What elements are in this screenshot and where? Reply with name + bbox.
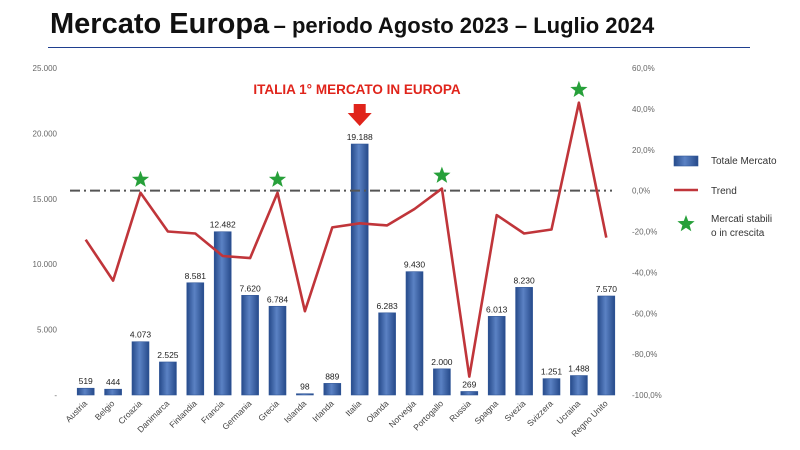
bar	[487, 316, 506, 396]
slide-title-period: – periodo Agosto 2023 – Luglio 2024	[273, 13, 655, 38]
bar-value-label: 889	[325, 371, 339, 381]
legend: Totale Mercato Trend Mercati stabili o in c…	[673, 155, 777, 239]
bar	[268, 305, 287, 396]
right-tick-label: -20,0%	[632, 228, 657, 237]
category-label: Austria	[63, 398, 89, 424]
bar	[186, 282, 205, 396]
category-label: Svizzera	[525, 398, 555, 428]
right-tick-label: 20,0%	[632, 146, 655, 155]
slide-title-main: Mercato Europa	[50, 8, 270, 40]
bar	[241, 295, 259, 396]
category-label: Germania	[220, 398, 254, 432]
right-tick-label: 0,0%	[632, 187, 650, 196]
category-label: Finlandia	[167, 398, 199, 430]
star-icon	[433, 166, 451, 183]
right-tick-label: -40,0%	[632, 268, 657, 277]
bar-value-label: 269	[462, 379, 476, 389]
left-axis: - 5.000 10.000 15.000 20.000 25.000	[33, 64, 58, 400]
bar	[76, 387, 95, 396]
category-label: Russia	[447, 398, 473, 424]
star-icon	[268, 170, 287, 187]
bar-value-label: 1.488	[568, 364, 590, 374]
bar	[159, 361, 177, 396]
category-label: Spagna	[472, 398, 500, 426]
bar-value-label: 4.073	[130, 330, 152, 340]
category-label: Portogallo	[411, 398, 445, 432]
left-tick-label: 10.000	[33, 260, 58, 269]
category-label: Irlanda	[310, 398, 336, 424]
bar-value-label: 6.784	[267, 294, 289, 304]
legend-label-trend: Trend	[711, 186, 737, 197]
left-tick-label: 5.000	[37, 326, 58, 335]
star-icon	[570, 80, 588, 97]
category-label: Italia	[343, 398, 363, 418]
bar-value-label: 8.581	[185, 271, 207, 281]
bar	[104, 388, 122, 396]
left-tick-label: 15.000	[33, 195, 58, 204]
bar-value-label: 7.570	[596, 284, 618, 294]
right-tick-label: -80,0%	[632, 350, 657, 359]
star-markers	[131, 80, 588, 187]
right-tick-label: 40,0%	[632, 105, 655, 114]
bar-value-label: 98	[300, 382, 310, 392]
bar	[213, 231, 232, 396]
right-tick-label: -100,0%	[632, 391, 662, 400]
bar-value-label: 19.188	[347, 132, 373, 142]
bar	[597, 295, 616, 396]
legend-label-stable-line2: o in crescita	[711, 228, 765, 239]
right-tick-label: 60,0%	[632, 64, 655, 73]
category-label: Svezia	[502, 398, 527, 423]
bar	[570, 375, 588, 396]
bar	[405, 271, 424, 396]
left-tick-label: 20.000	[33, 129, 58, 138]
annotation: ITALIA 1° MERCATO IN EUROPA	[253, 82, 461, 126]
bar-value-label: 519	[79, 376, 93, 386]
title-underline	[48, 47, 750, 48]
bar-value-label: 9.430	[404, 260, 426, 270]
bar-value-label: 8.230	[513, 275, 535, 285]
annotation-text: ITALIA 1° MERCATO IN EUROPA	[253, 82, 460, 97]
bar	[378, 312, 396, 396]
category-label: Grecia	[256, 398, 281, 423]
bar	[515, 287, 533, 396]
right-axis: -100,0% -80,0% -60,0% -40,0% -20,0% 0,0% 20,0%…	[632, 64, 662, 400]
bar	[460, 391, 479, 396]
right-tick-label: -60,0%	[632, 309, 657, 318]
legend-label-stable: Mercati stabili	[711, 214, 772, 225]
bar-value-label: 6.283	[376, 301, 398, 311]
bar-series	[76, 143, 616, 396]
star-icon	[131, 170, 150, 187]
bar-value-labels: 519 444 4.073 2.525 8.581 12.482 7.620 6.784 98 8…	[79, 132, 618, 392]
trend-line	[84, 101, 608, 378]
bar-value-label: 444	[106, 377, 120, 387]
bar	[350, 143, 369, 396]
bar-value-label: 2.525	[157, 350, 179, 360]
bar	[296, 393, 314, 396]
star-icon	[677, 215, 695, 232]
bar-value-label: 1.251	[541, 367, 563, 377]
bar-value-label: 12.482	[210, 220, 236, 230]
bar	[131, 341, 150, 396]
bar	[323, 383, 342, 396]
category-label: Belgio	[93, 398, 117, 422]
trend-series	[84, 101, 608, 378]
bar-value-label: 7.620	[239, 283, 261, 293]
slide-title: Mercato Europa – periodo Agosto 2023 – L…	[50, 8, 654, 41]
bar-value-label: 6.013	[486, 304, 508, 314]
category-label: Islanda	[282, 398, 309, 425]
legend-label-bars: Totale Mercato	[711, 156, 777, 167]
bar-value-label: 2.000	[431, 357, 453, 367]
legend-swatch-bar	[673, 155, 699, 167]
bar	[433, 368, 451, 396]
left-tick-label: 25.000	[33, 64, 58, 73]
bar	[542, 378, 561, 396]
category-label: Olanda	[364, 398, 391, 425]
arrow-down-icon	[347, 104, 372, 126]
left-tick-label: -	[54, 391, 57, 400]
